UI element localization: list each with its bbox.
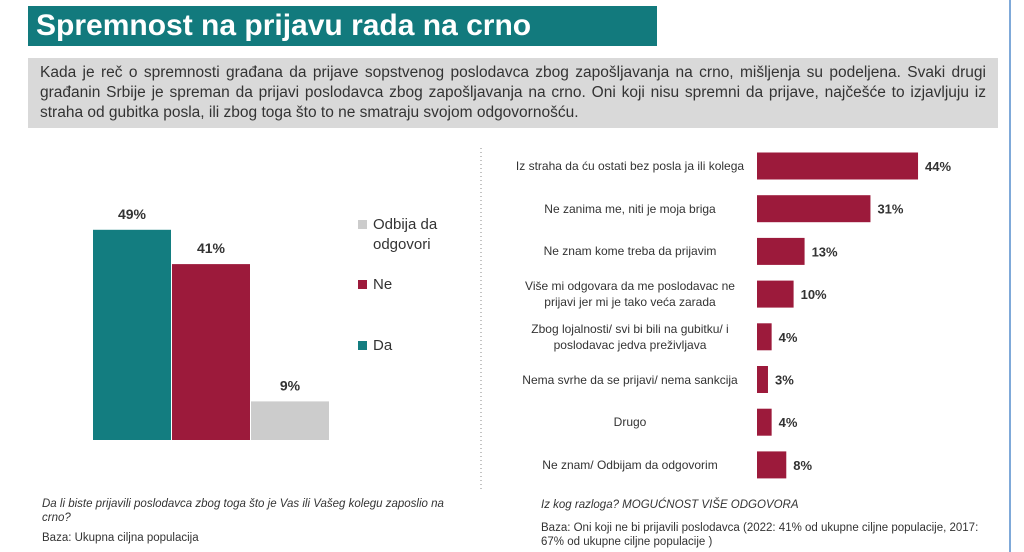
legend-swatch: [358, 220, 367, 229]
category-label: Drugo: [613, 415, 647, 430]
legend-swatch: [358, 280, 367, 289]
bar: [757, 451, 787, 479]
bar: [757, 195, 871, 223]
bar: [757, 366, 768, 393]
value-label: 8%: [793, 458, 812, 473]
bar: [172, 264, 250, 440]
value-label: 4%: [779, 330, 798, 345]
legend-swatch: [358, 341, 367, 350]
value-label: 49%: [118, 206, 147, 222]
value-label: 44%: [925, 159, 951, 174]
value-label: 41%: [197, 240, 226, 256]
bar: [93, 229, 171, 440]
category-label: Zbog lojalnosti/ svi bi bili na gubitku/…: [531, 321, 729, 352]
value-label: 10%: [801, 287, 827, 302]
legend-label: Da: [373, 337, 393, 354]
category-label: Ne znam/ Odbijam da odgovorim: [542, 457, 718, 472]
category-label: Nema svrhe da se prijavi/ nema sankcija: [522, 372, 738, 387]
value-label: 13%: [812, 244, 838, 259]
value-label: 9%: [280, 377, 301, 393]
intro-text: Kada je reč o spremnosti građana da prij…: [28, 58, 998, 128]
value-label: 31%: [877, 202, 903, 217]
bar: [757, 237, 805, 265]
bar: [757, 323, 772, 351]
bar: [251, 401, 329, 440]
value-label: 3%: [775, 373, 794, 388]
bar: [757, 280, 794, 308]
bar: [757, 152, 919, 180]
legend-label: Odbija da odgovori: [373, 216, 438, 253]
category-label: Više mi odgovara da me poslodavac ne pri…: [525, 279, 735, 310]
bar: [757, 408, 772, 436]
right-question: Iz kog razloga? MOGUĆNOST VIŠE ODGOVORA: [541, 499, 799, 511]
left-base: Baza: Ukupna ciljna populacija: [42, 532, 199, 544]
legend-label: Ne: [373, 276, 393, 293]
slide-title: Spremnost na prijavu rada na crno: [28, 6, 657, 46]
right-base: Baza: Oni koji ne bi prijavili poslodavc…: [541, 522, 979, 548]
category-label: Ne zanima me, niti je moja briga: [544, 201, 716, 216]
category-label: Iz straha da ću ostati bez posla ja ili …: [515, 159, 745, 173]
category-label: Ne znam kome treba da prijavim: [543, 244, 717, 259]
value-label: 4%: [779, 415, 798, 430]
left-question: Da li biste prijavili poslodavca zbog to…: [42, 498, 444, 524]
